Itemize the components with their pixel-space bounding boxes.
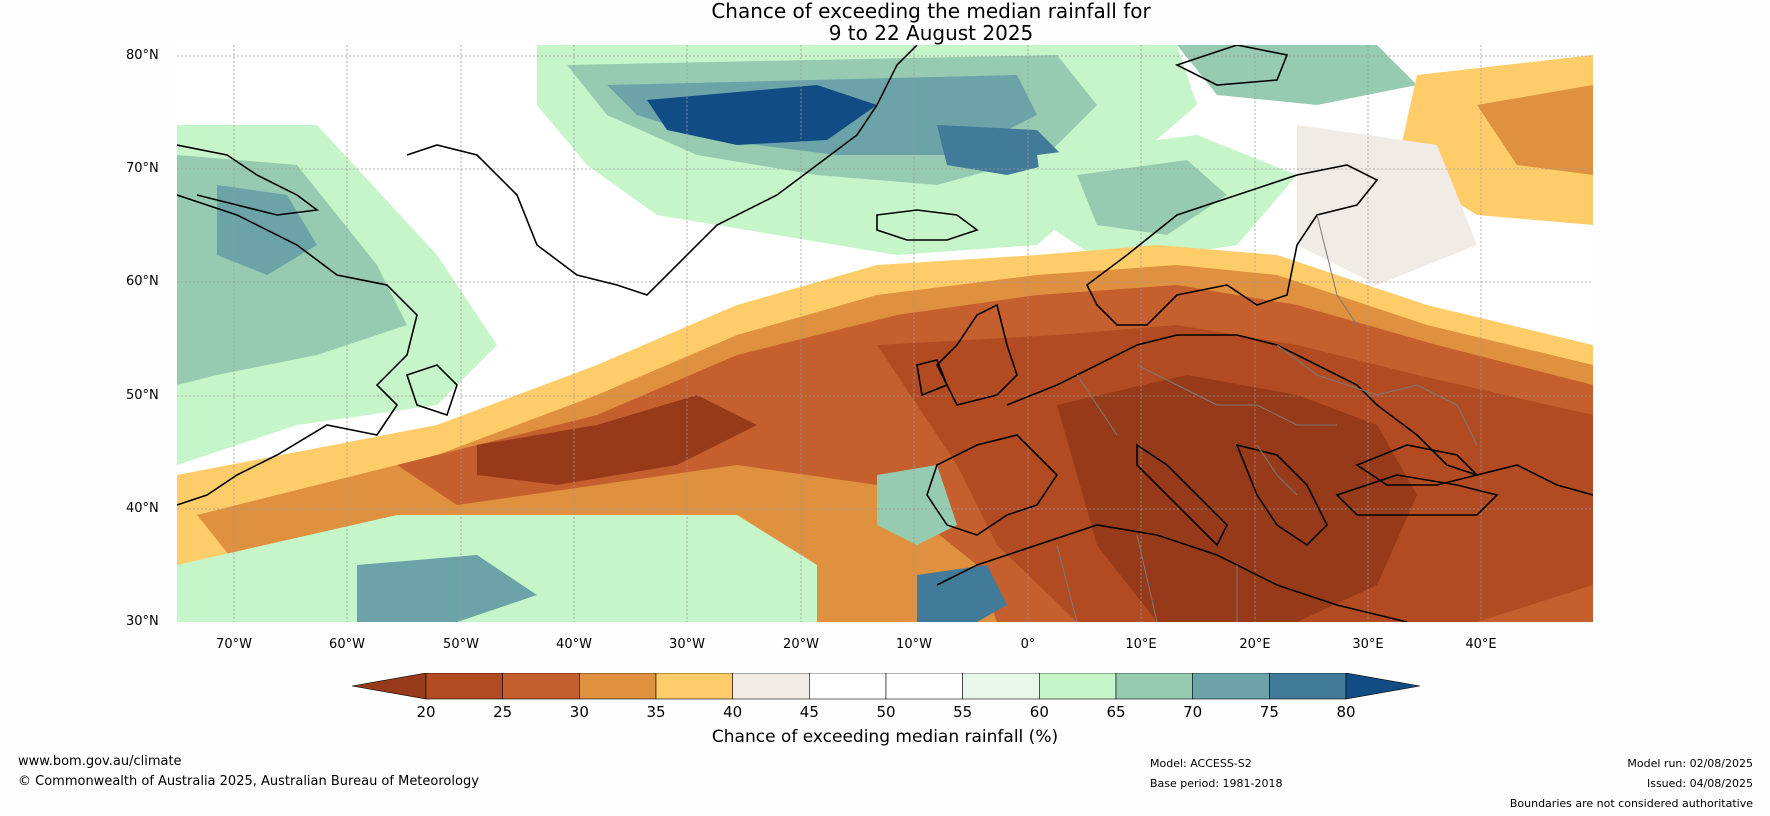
lat-label-80n: 80°N <box>126 48 159 63</box>
colorbar-segment <box>885 673 963 700</box>
colorbar-segment <box>962 673 1040 700</box>
title-line-2: 9 to 22 August 2025 <box>828 21 1034 45</box>
coast-black-sea <box>1355 444 1479 486</box>
map-title: Chance of exceeding the median rainfall … <box>0 0 1770 44</box>
rainfall-map <box>177 45 1593 622</box>
lon-label-60w: 60°W <box>329 637 365 652</box>
wet-zone-iceland <box>937 125 1067 175</box>
coast-turkey <box>1335 474 1499 516</box>
dry-zone-russia-core <box>1477 85 1593 175</box>
lon-label-10w: 10°W <box>896 637 932 652</box>
copyright: © Commonwealth of Australia 2025, Austra… <box>18 774 479 789</box>
border-finland-russia <box>1316 214 1358 326</box>
colorbar-label: Chance of exceeding median rainfall (%) <box>711 727 1059 747</box>
lon-label-50w: 50°W <box>443 637 479 652</box>
colorbar-tick-label: 55 <box>953 703 973 721</box>
colorbar-tick-label: 30 <box>569 703 589 721</box>
colorbar-tick-label: 65 <box>1106 703 1126 721</box>
lon-label-20e: 20°E <box>1239 637 1271 652</box>
colorbar-segment <box>1269 673 1347 700</box>
coast-greenland <box>406 45 918 296</box>
colorbar-tick-label: 35 <box>646 703 666 721</box>
coast-newfoundland <box>405 364 458 417</box>
colorbar-segments <box>352 673 1420 700</box>
coast-ireland <box>916 359 949 397</box>
border-france-germany <box>1076 374 1118 436</box>
neutral-zone-russia <box>1297 125 1477 285</box>
colorbar-segment <box>809 673 887 700</box>
lon-label-0: 0° <box>1020 637 1036 652</box>
country-borders <box>1056 214 1478 622</box>
title-line-1: Chance of exceeding the median rainfall … <box>711 0 1151 23</box>
lon-label-10e: 10°E <box>1125 637 1157 652</box>
colorbar-segment <box>655 673 733 700</box>
colorbar-tick-label: 75 <box>1259 703 1279 721</box>
lat-label-50n: 50°N <box>126 388 159 403</box>
disclaimer: Boundaries are not considered authoritat… <box>1509 797 1753 810</box>
border-north-africa <box>1056 534 1238 622</box>
lat-label-70n: 70°N <box>126 161 159 176</box>
lon-label-40e: 40°E <box>1465 637 1497 652</box>
coastlines <box>177 45 1593 622</box>
colorbar-tick-label: 40 <box>723 703 743 721</box>
coast-iceland <box>876 209 979 241</box>
colorbar-tick-label: 45 <box>799 703 819 721</box>
colorbar-tick-label: 50 <box>876 703 896 721</box>
rainfall-map-canvas <box>177 45 1593 622</box>
border-east-europe <box>1276 344 1478 446</box>
wet-zone-greenland-max <box>647 85 877 145</box>
wet-zone-iberia <box>877 465 957 545</box>
lat-label-40n: 40°N <box>126 501 159 516</box>
wet-zone-svalbard <box>1177 45 1417 105</box>
model-name: Model: ACCESS-S2 <box>1150 757 1252 770</box>
colorbar-tick-label: 60 <box>1029 703 1049 721</box>
colorbar-extend-high <box>1345 673 1420 700</box>
colorbar-segment <box>425 673 503 700</box>
lon-label-70w: 70°W <box>216 637 252 652</box>
colorbar-extend-low <box>352 673 427 700</box>
colorbar <box>352 673 1420 700</box>
lon-label-20w: 20°W <box>783 637 819 652</box>
colorbar-tick-label: 25 <box>493 703 513 721</box>
colorbar-segment <box>1115 673 1193 700</box>
coast-svalbard <box>1174 45 1289 86</box>
border-central-europe <box>1136 364 1337 426</box>
model-run: Model run: 02/08/2025 <box>1627 757 1753 770</box>
lon-label-30w: 30°W <box>669 637 705 652</box>
colorbar-segment <box>732 673 810 700</box>
wet-zone-norway-core <box>1077 160 1227 235</box>
website-link[interactable]: www.bom.gov.au/climate <box>18 754 182 769</box>
dry-band-europe-max <box>1057 375 1417 622</box>
wet-zone-subtropic-core <box>357 555 537 622</box>
border-balkans <box>1256 444 1298 496</box>
colorbar-tick-label: 20 <box>416 703 436 721</box>
colorbar-tick-label: 80 <box>1336 703 1356 721</box>
issued-date: Issued: 04/08/2025 <box>1646 777 1753 790</box>
lat-label-30n: 30°N <box>126 614 159 629</box>
colorbar-segment <box>1192 673 1270 700</box>
probability-fields <box>177 45 1593 622</box>
colorbar-segment <box>1039 673 1117 700</box>
graticule <box>177 45 1593 622</box>
coast-balkans <box>1235 443 1328 547</box>
coast-europe <box>1006 334 1593 496</box>
coast-labrador <box>177 194 418 506</box>
coast-canada-north <box>177 144 320 216</box>
colorbar-segment <box>579 673 657 700</box>
lon-label-40w: 40°W <box>556 637 592 652</box>
colorbar-tick-label: 70 <box>1183 703 1203 721</box>
base-period: Base period: 1981-2018 <box>1150 777 1283 790</box>
coast-italy <box>1136 443 1228 547</box>
coast-uk <box>936 303 1018 406</box>
wet-zone-africa <box>917 565 1007 622</box>
lat-label-60n: 60°N <box>126 274 159 289</box>
coast-iberia <box>926 434 1059 536</box>
lon-label-30e: 30°E <box>1352 637 1384 652</box>
colorbar-segment <box>502 673 580 700</box>
coast-africa <box>936 524 1408 622</box>
coast-scandinavia <box>1085 164 1379 326</box>
